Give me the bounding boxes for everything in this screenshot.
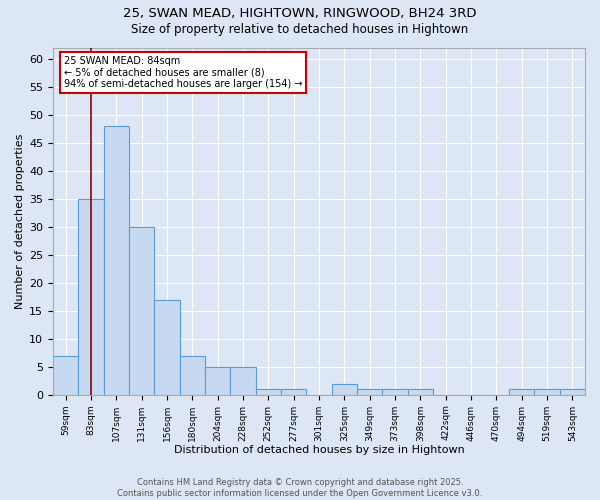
Bar — [154, 300, 179, 394]
Bar — [357, 389, 382, 394]
Bar — [407, 389, 433, 394]
Bar — [560, 389, 585, 394]
Bar — [382, 389, 407, 394]
Bar — [79, 198, 104, 394]
Bar — [129, 226, 154, 394]
Bar — [104, 126, 129, 394]
Bar — [509, 389, 535, 394]
Bar — [179, 356, 205, 395]
Bar — [205, 366, 230, 394]
Y-axis label: Number of detached properties: Number of detached properties — [15, 134, 25, 309]
Text: Size of property relative to detached houses in Hightown: Size of property relative to detached ho… — [131, 22, 469, 36]
Bar — [332, 384, 357, 394]
Bar — [230, 366, 256, 394]
Bar — [281, 389, 307, 394]
Text: 25 SWAN MEAD: 84sqm
← 5% of detached houses are smaller (8)
94% of semi-detached: 25 SWAN MEAD: 84sqm ← 5% of detached hou… — [64, 56, 302, 90]
Text: Contains HM Land Registry data © Crown copyright and database right 2025.
Contai: Contains HM Land Registry data © Crown c… — [118, 478, 482, 498]
Bar — [53, 356, 79, 395]
Text: 25, SWAN MEAD, HIGHTOWN, RINGWOOD, BH24 3RD: 25, SWAN MEAD, HIGHTOWN, RINGWOOD, BH24 … — [123, 8, 477, 20]
Bar — [535, 389, 560, 394]
X-axis label: Distribution of detached houses by size in Hightown: Distribution of detached houses by size … — [173, 445, 464, 455]
Bar — [256, 389, 281, 394]
